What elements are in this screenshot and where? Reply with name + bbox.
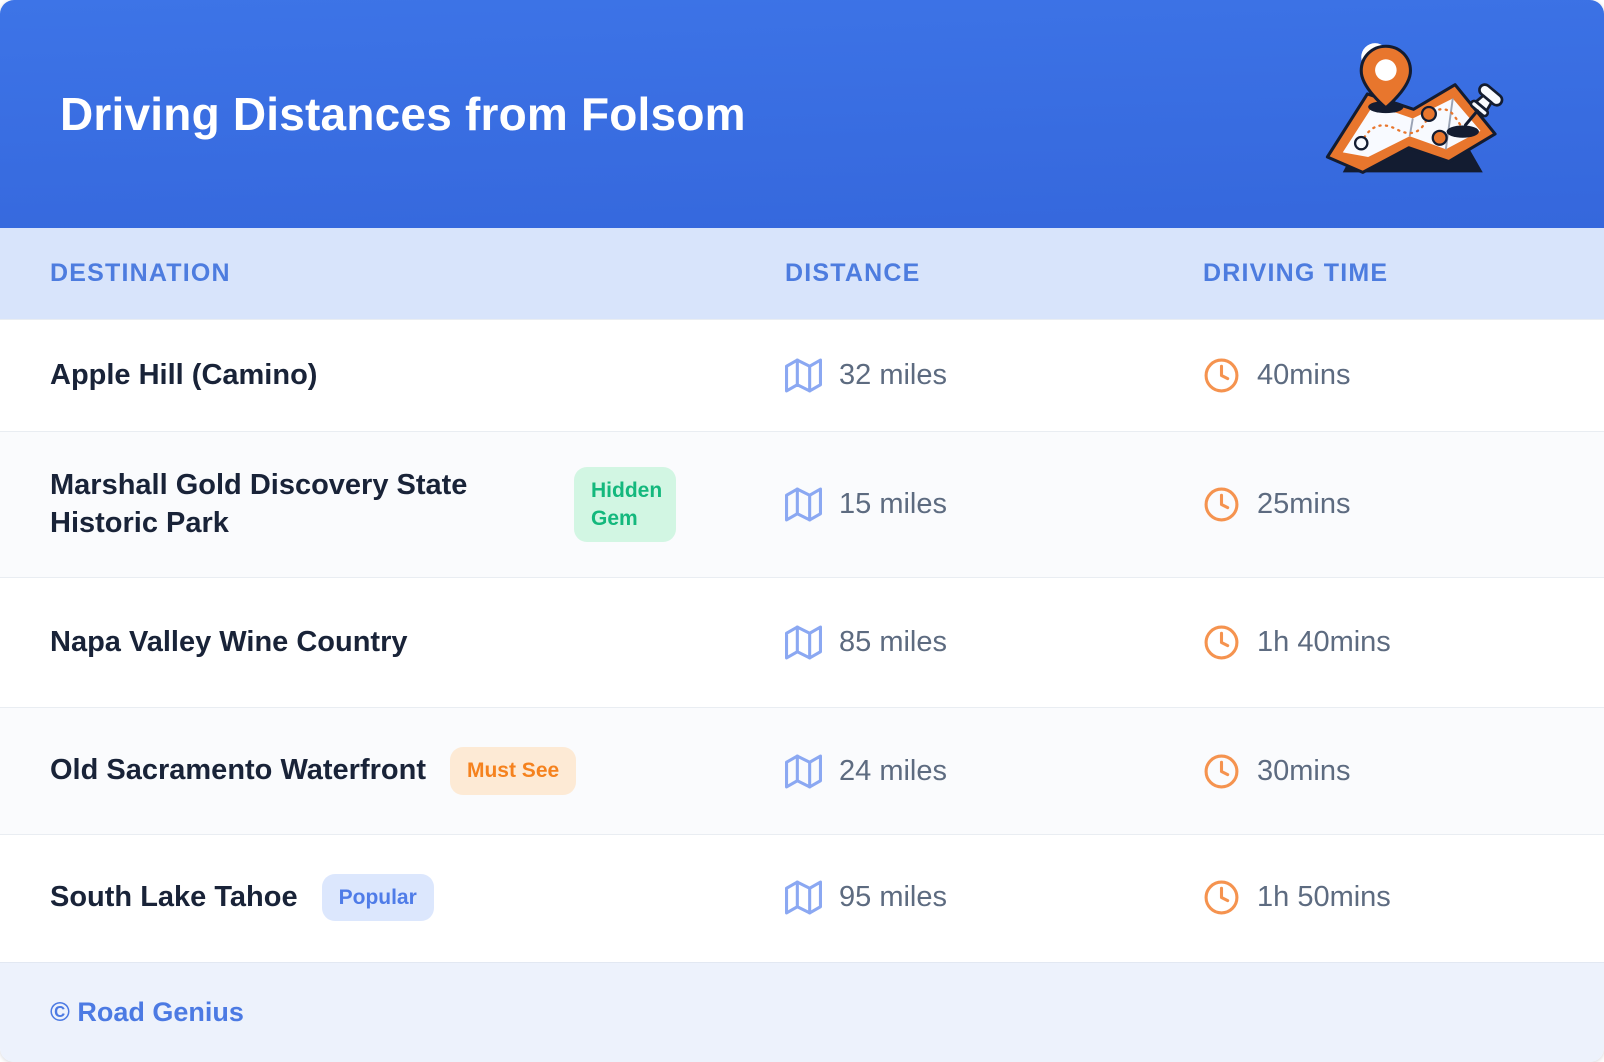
column-header-driving-time: DRIVING TIME — [1203, 259, 1389, 287]
destination-name: Old Sacramento Waterfront — [50, 754, 426, 787]
card-footer: © Road Genius — [0, 962, 1604, 1062]
driving-time-value: 1h 50mins — [1257, 881, 1391, 913]
hero-header: Driving Distances from Folsom — [0, 0, 1604, 228]
map-icon — [785, 357, 822, 394]
distance-cell: 85 miles — [760, 624, 1178, 661]
clock-icon — [1203, 624, 1240, 661]
table-row: Old Sacramento Waterfront Must See 24 mi… — [0, 707, 1604, 834]
destination-badge: Popular — [321, 873, 434, 922]
table-row: Napa Valley Wine Country 85 miles 1h 40m… — [0, 577, 1604, 707]
destination-cell: South Lake Tahoe Popular — [0, 873, 760, 922]
page-title: Driving Distances from Folsom — [60, 88, 746, 140]
driving-time-value: 25mins — [1257, 488, 1351, 520]
destination-name: South Lake Tahoe — [50, 880, 298, 913]
driving-time-value: 30mins — [1257, 754, 1351, 787]
driving-time-value: 40mins — [1257, 359, 1351, 391]
clock-icon — [1203, 357, 1240, 394]
map-icon — [785, 624, 822, 661]
copyright-text: © Road Genius — [50, 997, 244, 1027]
clock-icon — [1203, 879, 1240, 916]
table-row: Marshall Gold Discovery State Historic P… — [0, 431, 1604, 577]
map-illustration — [1325, 43, 1504, 174]
destination-cell: Old Sacramento Waterfront Must See — [0, 747, 760, 795]
distance-cell: 24 miles — [760, 753, 1178, 790]
distance-cell: 95 miles — [760, 879, 1178, 916]
distance-value: 95 miles — [839, 881, 947, 913]
table-body: Apple Hill (Camino) 32 miles 40mins — [0, 319, 1604, 960]
destination-badge: Hidden Gem — [574, 467, 676, 542]
clock-icon — [1203, 486, 1240, 523]
destination-cell: Marshall Gold Discovery State Historic P… — [0, 467, 760, 542]
distance-cell: 15 miles — [760, 486, 1178, 523]
map-icon — [785, 486, 822, 523]
map-icon — [785, 879, 822, 916]
destination-cell: Napa Valley Wine Country — [0, 624, 760, 661]
distance-value: 24 miles — [839, 754, 947, 787]
destination-cell: Apple Hill (Camino) — [0, 357, 760, 394]
map-icon — [785, 753, 822, 790]
destination-badge: Must See — [449, 747, 577, 795]
column-header-distance: DISTANCE — [785, 259, 921, 287]
destination-name: Napa Valley Wine Country — [50, 625, 408, 658]
driving-time-cell: 1h 40mins — [1178, 624, 1604, 661]
destination-name: Apple Hill (Camino) — [50, 358, 318, 391]
table-row: South Lake Tahoe Popular 95 miles 1h 50m… — [0, 834, 1604, 960]
driving-time-cell: 1h 50mins — [1178, 879, 1604, 916]
table-row: Apple Hill (Camino) 32 miles 40mins — [0, 319, 1604, 431]
destination-name: Marshall Gold Discovery State Historic P… — [50, 469, 468, 539]
driving-time-cell: 40mins — [1178, 357, 1604, 394]
clock-icon — [1203, 753, 1240, 790]
driving-time-value: 1h 40mins — [1257, 626, 1391, 658]
distance-value: 32 miles — [839, 359, 947, 391]
driving-time-cell: 30mins — [1178, 753, 1604, 790]
driving-time-cell: 25mins — [1178, 486, 1604, 523]
column-header-destination: DESTINATION — [50, 259, 231, 287]
distance-value: 85 miles — [839, 626, 947, 658]
distance-cell: 32 miles — [760, 357, 1178, 394]
table-header-row: DESTINATION DISTANCE DRIVING TIME — [0, 228, 1604, 319]
distance-value: 15 miles — [839, 488, 947, 520]
